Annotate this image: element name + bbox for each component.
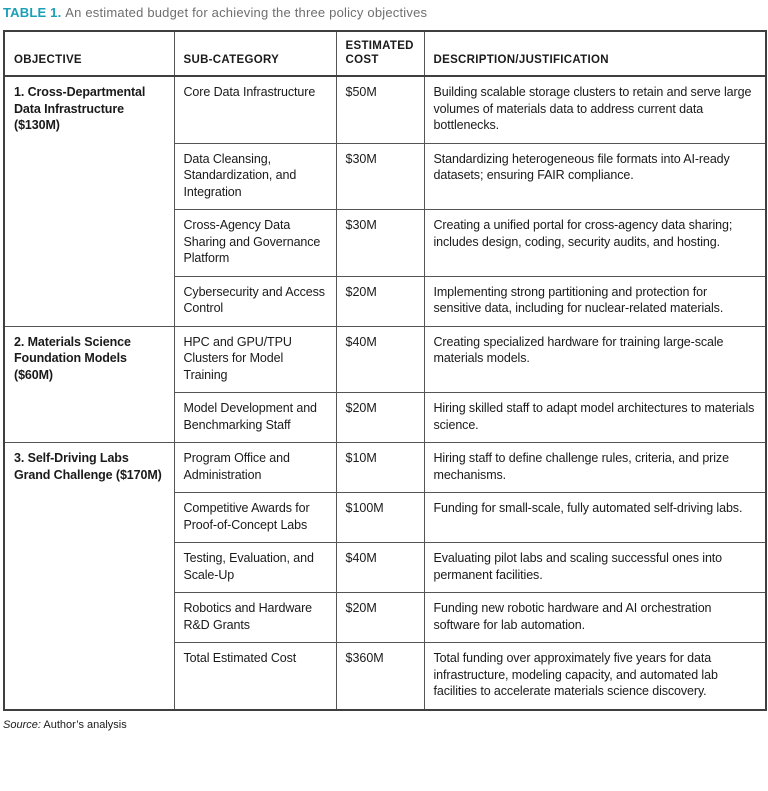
header-row: OBJECTIVE SUB-CATEGORY ESTIMATED COST DE… bbox=[3, 30, 767, 77]
sub-category-cell: Cross-Agency Data Sharing and Governance… bbox=[173, 209, 337, 277]
description-cell: Implementing strong partitioning and pro… bbox=[423, 275, 767, 327]
cost-cell: $40M bbox=[335, 325, 425, 393]
header-description: DESCRIPTION/JUSTIFICATION bbox=[423, 30, 767, 77]
table-row: Model Development and Benchmarking Staff… bbox=[4, 392, 767, 443]
description-cell: Building scalable storage clusters to re… bbox=[423, 75, 767, 144]
description-cell: Hiring staff to define challenge rules, … bbox=[423, 442, 767, 493]
cost-cell: $20M bbox=[335, 275, 425, 327]
cost-cell: $20M bbox=[335, 392, 425, 443]
header-objective: OBJECTIVE bbox=[3, 30, 175, 77]
sub-category-cell: Cybersecurity and Access Control bbox=[173, 275, 337, 327]
sub-category-cell: Model Development and Benchmarking Staff bbox=[173, 392, 337, 443]
table-row: Cybersecurity and Access Control $20M Impl… bbox=[4, 275, 767, 327]
description-cell: Creating specialized hardware for traini… bbox=[423, 325, 767, 393]
cost-cell: $10M bbox=[335, 442, 425, 493]
objective-cell: 2. Materials Science Foundation Models (… bbox=[3, 325, 175, 443]
source-label: Source: bbox=[3, 718, 41, 731]
cost-cell: $40M bbox=[335, 542, 425, 593]
description-cell: Funding for small-scale, fully automated… bbox=[423, 492, 767, 543]
budget-table-header: OBJECTIVE SUB-CATEGORY ESTIMATED COST DE… bbox=[3, 30, 767, 77]
table-row: Total Estimated Cost $360M Total funding o… bbox=[4, 642, 767, 710]
table-row: Robotics and Hardware R&D Grants $20M Fund… bbox=[4, 592, 767, 643]
sub-category-cell: Competitive Awards for Proof-of-Concept … bbox=[173, 492, 337, 543]
source-text: Author’s analysis bbox=[43, 718, 127, 731]
sub-category-cell: Testing, Evaluation, and Scale-Up bbox=[173, 542, 337, 593]
table-title-text: An estimated budget for achieving the th… bbox=[65, 5, 428, 20]
table-row: Cross-Agency Data Sharing and Governance… bbox=[4, 209, 767, 277]
header-sub-category: SUB-CATEGORY bbox=[173, 30, 337, 77]
table-row: Data Cleansing, Standardization, and Int… bbox=[4, 142, 767, 210]
objective-cell: 1. Cross-Departmental Data Infrastructur… bbox=[3, 75, 175, 327]
table-row: 3. Self-Driving Labs Grand Challenge ($1… bbox=[3, 442, 767, 710]
sub-category-cell: Data Cleansing, Standardization, and Int… bbox=[173, 142, 337, 210]
description-cell: Total funding over approximately five ye… bbox=[423, 642, 767, 710]
table-row: Testing, Evaluation, and Scale-Up $40M Eva… bbox=[4, 542, 767, 593]
source-line: Source: Author’s analysis bbox=[3, 718, 766, 732]
sub-category-cell: Robotics and Hardware R&D Grants bbox=[173, 592, 337, 643]
cost-cell: $30M bbox=[335, 142, 425, 210]
cost-cell: $30M bbox=[335, 209, 425, 277]
description-cell: Standardizing heterogeneous file formats… bbox=[423, 142, 767, 210]
objective-cell: 3. Self-Driving Labs Grand Challenge ($1… bbox=[3, 442, 175, 710]
sub-category-cell: Core Data Infrastructure bbox=[173, 75, 337, 144]
table-row: 2. Materials Science Foundation Models (… bbox=[3, 325, 767, 443]
cost-cell: $20M bbox=[335, 592, 425, 643]
cost-cell: $100M bbox=[335, 492, 425, 543]
cost-cell: $50M bbox=[335, 75, 425, 144]
table-title: TABLE 1. An estimated budget for achievi… bbox=[3, 4, 766, 21]
description-cell: Evaluating pilot labs and scaling succes… bbox=[423, 542, 767, 593]
description-cell: Funding new robotic hardware and AI orch… bbox=[423, 592, 767, 643]
sub-category-cell: Total Estimated Cost bbox=[173, 642, 337, 710]
table-title-label: TABLE 1. bbox=[3, 5, 66, 20]
description-cell: Hiring skilled staff to adapt model arch… bbox=[423, 392, 767, 443]
sub-category-cell: HPC and GPU/TPU Clusters for Model Train… bbox=[173, 325, 337, 393]
sub-category-cell: Program Office and Administration bbox=[173, 442, 337, 493]
header-estimated-cost: ESTIMATED COST bbox=[335, 30, 425, 77]
table-row: 1. Cross-Departmental Data Infrastructur… bbox=[3, 75, 767, 327]
cost-cell: $360M bbox=[335, 642, 425, 710]
description-cell: Creating a unified portal for cross-agen… bbox=[423, 209, 767, 277]
budget-table: OBJECTIVE SUB-CATEGORY ESTIMATED COST DE… bbox=[3, 30, 767, 711]
budget-table-body: 1. Cross-Departmental Data Infrastructur… bbox=[3, 75, 767, 710]
